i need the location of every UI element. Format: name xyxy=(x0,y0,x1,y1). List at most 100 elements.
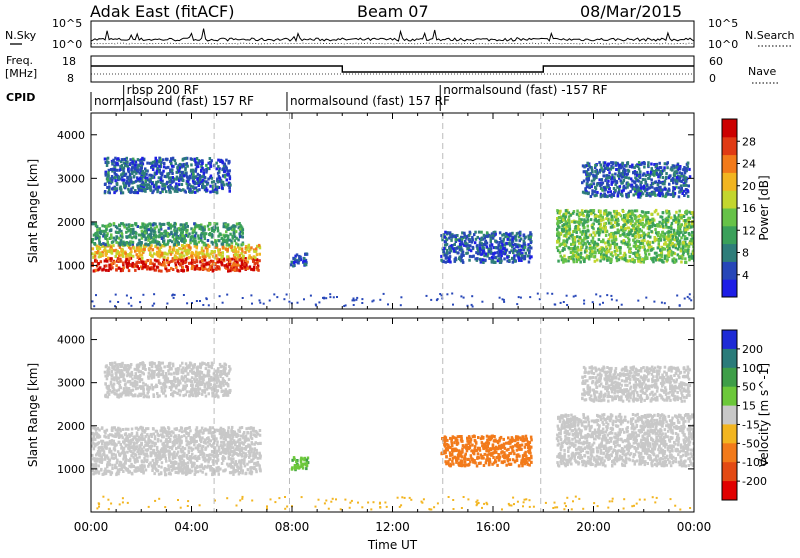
echo-cell xyxy=(690,226,693,229)
echo-cell xyxy=(688,168,691,171)
echo-cell xyxy=(652,182,655,185)
echo-cell xyxy=(263,303,265,305)
echo-cell xyxy=(132,232,135,235)
echo-cell xyxy=(582,212,585,215)
echo-cell xyxy=(123,244,126,247)
echo-cell xyxy=(639,192,642,195)
echo-cell xyxy=(627,226,630,229)
echo-cell xyxy=(164,243,167,246)
echo-cell xyxy=(107,157,110,160)
echo-cell xyxy=(106,186,109,189)
echo-cell xyxy=(595,187,598,190)
echo-cell xyxy=(137,261,140,264)
echo-cell xyxy=(451,235,454,238)
echo-cell xyxy=(146,162,149,165)
echo-cell xyxy=(620,226,623,229)
echo-cell xyxy=(568,218,571,221)
echo-cell xyxy=(196,300,198,302)
echo-cell xyxy=(564,234,567,237)
echo-cell xyxy=(159,191,162,194)
echo-cell xyxy=(679,240,682,243)
echo-cell xyxy=(671,168,674,171)
echo-cell xyxy=(198,188,201,191)
echo-cell xyxy=(141,253,144,256)
echo-cell xyxy=(197,470,200,473)
echo-cell xyxy=(588,214,591,217)
echo-cell xyxy=(636,190,639,193)
echo-cell xyxy=(198,252,201,255)
echo-cell xyxy=(167,186,170,189)
echo-cell xyxy=(673,229,676,232)
echo-cell xyxy=(217,230,220,233)
echo-cell xyxy=(556,222,559,225)
echo-cell xyxy=(106,234,109,237)
echo-cell xyxy=(664,302,666,304)
echo-cell xyxy=(400,304,402,306)
echo-cell xyxy=(660,234,663,237)
echo-cell xyxy=(625,235,628,238)
echo-cell xyxy=(170,253,173,256)
echo-cell xyxy=(601,250,604,253)
echo-cell xyxy=(576,210,579,213)
echo-cell xyxy=(684,219,687,222)
echo-cell xyxy=(610,190,613,193)
echo-cell xyxy=(481,301,483,303)
echo-cell xyxy=(648,192,651,195)
echo-cell xyxy=(583,218,586,221)
echo-cell xyxy=(527,249,530,252)
echo-cell xyxy=(122,172,125,175)
echo-cell xyxy=(100,243,103,246)
echo-cell xyxy=(223,183,226,186)
echo-cell xyxy=(682,234,685,237)
echo-cell xyxy=(666,166,669,169)
echo-cell xyxy=(670,227,673,230)
echo-cell xyxy=(621,304,623,306)
echo-cell xyxy=(676,180,679,183)
echo-cell xyxy=(179,254,182,257)
echo-cell xyxy=(228,169,231,172)
echo-cell xyxy=(103,233,106,236)
echo-cell xyxy=(623,223,626,226)
echo-cell xyxy=(139,177,142,180)
echo-cell xyxy=(323,297,325,299)
echo-cell xyxy=(565,209,568,212)
echo-cell xyxy=(578,258,581,261)
echo-cell xyxy=(604,242,607,245)
echo-cell xyxy=(353,304,355,306)
ylabel: Slant Range [km] xyxy=(26,159,40,263)
echo-cell xyxy=(642,192,645,195)
echo-cell xyxy=(273,293,275,295)
echo-cell xyxy=(227,162,230,165)
echo-cell xyxy=(662,176,665,179)
echo-cell xyxy=(648,253,651,256)
echo-cell xyxy=(669,250,672,253)
echo-cell xyxy=(190,185,193,188)
echo-cell xyxy=(591,193,594,196)
echo-cell xyxy=(592,239,595,242)
echo-cell xyxy=(163,162,166,165)
echo-cell xyxy=(658,181,661,184)
echo-cell xyxy=(116,231,119,234)
echo-cell xyxy=(182,234,185,237)
echo-cell xyxy=(446,243,449,246)
echo-cell xyxy=(137,185,140,188)
echo-cell xyxy=(196,264,199,267)
echo-cell xyxy=(115,264,118,267)
echo-cell xyxy=(626,243,629,246)
echo-cell xyxy=(519,244,522,247)
echo-cell xyxy=(488,250,491,253)
echo-cell xyxy=(615,161,618,164)
echo-cell xyxy=(643,162,646,165)
echo-cell xyxy=(184,223,187,226)
echo-cell xyxy=(234,248,237,251)
echo-cell xyxy=(446,232,449,235)
echo-cell xyxy=(195,168,198,171)
echo-cell xyxy=(97,262,100,265)
echo-cell xyxy=(197,173,200,176)
echo-cell xyxy=(497,254,500,257)
echo-cell xyxy=(511,241,513,244)
echo-cell xyxy=(458,239,461,242)
echo-cell xyxy=(254,262,257,265)
echo-cell xyxy=(674,261,677,264)
echo-cell xyxy=(499,231,502,234)
